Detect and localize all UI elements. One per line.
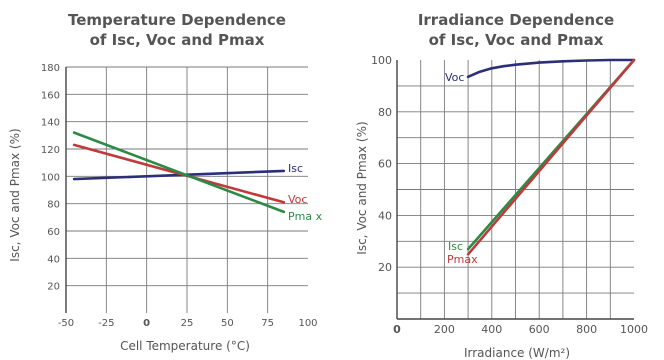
temperature-chart-x-tick-label: 100 [298, 318, 317, 329]
temperature-chart-series-line-isc [72, 169, 286, 181]
irradiance-chart-x-tick-label: 0 [393, 323, 401, 336]
temperature-chart-x-tick-label: 75 [261, 318, 274, 329]
irradiance-chart-title-line-2: of Isc, Voc and Pmax [429, 31, 604, 49]
temperature-chart-y-tick-label: 120 [41, 145, 60, 156]
temperature-chart-y-axis-label: Isc, Voc and Pmax (%) [8, 128, 22, 261]
irradiance-chart-series-label-isc: Isc [448, 240, 463, 253]
irradiance-chart-y-tick-label: 80 [378, 106, 392, 119]
temperature-chart-x-axis-label: Cell Temperature (°C) [120, 339, 250, 353]
irradiance-chart: Irradiance Dependence of Isc, Voc and Pm… [355, 11, 648, 360]
irradiance-chart-ticks: 0 200 400 600 800 1000 20 40 60 80 100 [371, 54, 648, 336]
temperature-chart-y-tick-label: 180 [41, 63, 60, 74]
temperature-chart-y-tick-label: 80 [47, 200, 60, 211]
temperature-chart-y-tick-label: 40 [47, 254, 60, 265]
temperature-chart-grid [65, 66, 308, 313]
irradiance-chart-title-line-1: Irradiance Dependence [418, 11, 614, 29]
irradiance-chart-y-tick-label: 100 [371, 54, 392, 67]
temperature-chart-x-tick-label: -50 [58, 318, 74, 329]
irradiance-chart-y-tick-label: 40 [378, 209, 392, 222]
temperature-chart-y-tick-label: 160 [41, 90, 60, 101]
irradiance-chart-x-tick-label: 800 [576, 323, 597, 336]
temperature-chart-x-tick-label: -25 [98, 318, 114, 329]
irradiance-chart-series-label-pmax: Pmax [447, 253, 478, 266]
temperature-chart-title-line-2: of Isc, Voc and Pmax [90, 31, 265, 49]
temperature-chart-series: Isc Voc Pma x [72, 131, 323, 223]
temperature-chart-y-tick-label: 100 [41, 172, 60, 183]
irradiance-chart-x-tick-label: 600 [529, 323, 550, 336]
temperature-chart-title-line-1: Temperature Dependence [68, 11, 286, 29]
irradiance-chart-x-tick-label: 400 [481, 323, 502, 336]
temperature-chart-series-label-isc: Isc [288, 162, 303, 175]
irradiance-chart-x-tick-label: 200 [434, 323, 455, 336]
temperature-chart-ticks: -50 -25 0 25 50 75 100 20 40 60 80 100 120 140 160 180 [41, 63, 318, 329]
irradiance-chart-series-label-voc: Voc [445, 71, 464, 84]
temperature-chart-x-tick-label: 0 [143, 318, 150, 329]
irradiance-chart-y-axis-label: Isc, Voc and Pmax (%) [355, 121, 369, 254]
irradiance-chart-x-tick-label: 1000 [620, 323, 648, 336]
temperature-chart-series-label-voc: Voc [288, 193, 307, 206]
irradiance-chart-series-line-pmax [466, 58, 636, 256]
temperature-chart-y-tick-label: 20 [47, 282, 60, 293]
irradiance-chart-y-tick-label: 60 [378, 158, 392, 171]
temperature-chart-y-tick-label: 60 [47, 227, 60, 238]
temperature-chart-x-tick-label: 50 [221, 318, 234, 329]
irradiance-chart-y-tick-label: 20 [378, 261, 392, 274]
irradiance-chart-x-axis-label: Irradiance (W/m²) [464, 346, 570, 360]
temperature-chart: Temperature Dependence of Isc, Voc and P… [8, 11, 323, 353]
temperature-chart-series-line-pmax [72, 131, 286, 214]
temperature-chart-series-label-pmax: Pma x [288, 210, 323, 223]
temperature-chart-x-tick-label: 25 [181, 318, 194, 329]
temperature-chart-y-tick-label: 140 [41, 118, 60, 129]
irradiance-chart-grid [396, 60, 634, 320]
irradiance-chart-series-line-voc [466, 58, 636, 79]
